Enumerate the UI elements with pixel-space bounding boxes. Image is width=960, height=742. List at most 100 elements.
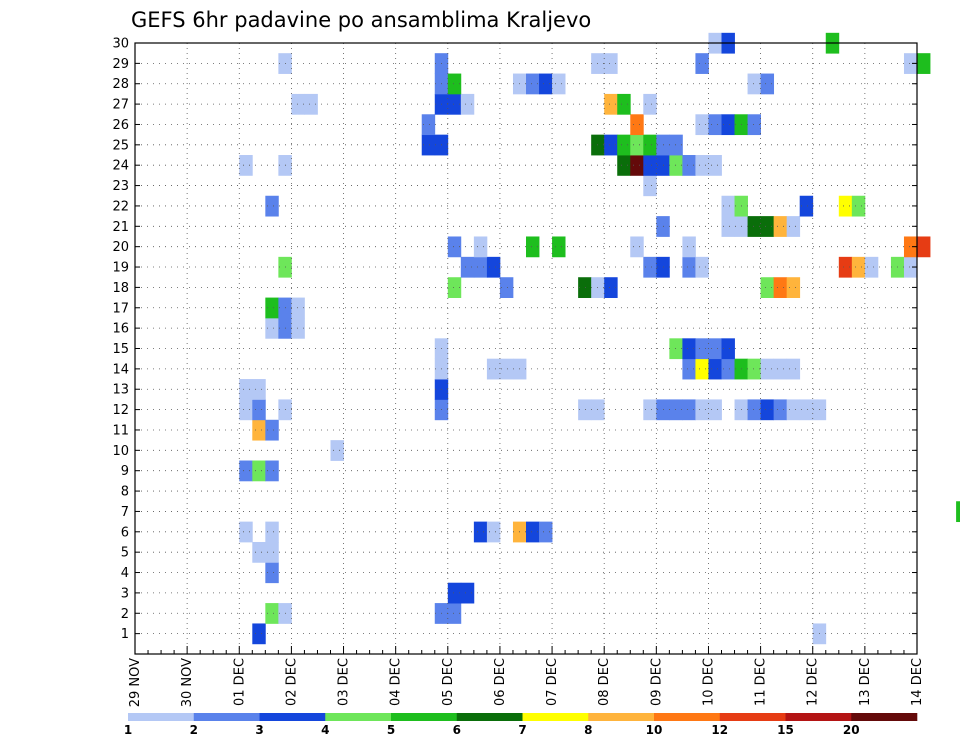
heatmap-cell — [447, 93, 462, 115]
heatmap-cell — [252, 541, 266, 563]
heatmap-cell — [252, 419, 266, 441]
heatmap-cell — [903, 256, 918, 278]
colorbar: 1 2 3 4 5 6 7 8 10 12 15 20 — [124, 713, 918, 737]
colorbar-swatch — [654, 713, 721, 721]
y-tick-label: 12 — [112, 403, 129, 418]
heatmap-cell — [708, 114, 722, 136]
colorbar-swatch — [259, 713, 326, 721]
heatmap-cell — [460, 93, 475, 115]
heatmap-cell — [304, 93, 318, 115]
heatmap-cell — [473, 256, 488, 278]
heatmap-cell — [695, 256, 709, 278]
heatmap-cell — [917, 236, 931, 258]
colorbar-label: 7 — [518, 723, 526, 737]
y-tick-label: 20 — [112, 240, 129, 255]
heatmap-cell — [773, 277, 788, 298]
heatmap-cell — [760, 358, 775, 380]
heatmap-cell — [786, 216, 801, 237]
heatmap-cell — [421, 134, 436, 156]
heatmap-cell — [630, 155, 644, 176]
heatmap-cell — [903, 236, 918, 258]
heatmap-cell — [747, 358, 761, 380]
heatmap-cell — [239, 399, 253, 421]
heatmap-cell — [747, 114, 761, 136]
heatmap-cell — [721, 216, 735, 237]
heatmap-cell — [643, 134, 657, 156]
colorbar-label: 15 — [777, 723, 794, 737]
y-tick-label: 22 — [112, 199, 129, 214]
heatmap-cell — [239, 460, 253, 482]
x-tick-label: 08 DEC — [597, 658, 612, 706]
heatmap-cell — [526, 236, 540, 258]
heatmap-cell — [630, 236, 644, 258]
heatmap-cell — [252, 623, 266, 645]
heatmap-cell — [721, 338, 735, 360]
colorbar-swatch — [128, 713, 195, 721]
heatmap-cell — [708, 399, 722, 421]
heatmap-cell — [617, 134, 631, 156]
heatmap-cell — [838, 195, 853, 217]
heatmap-cell — [682, 256, 696, 278]
heatmap-cell — [864, 256, 879, 278]
colorbar-label: 12 — [711, 723, 728, 737]
heatmap-cell — [617, 93, 631, 115]
colorbar-label: 2 — [190, 723, 198, 737]
heatmap-cell — [486, 521, 501, 543]
heatmap-cell — [786, 399, 801, 421]
heatmap-cell — [708, 358, 722, 380]
heatmap-cell — [695, 155, 709, 176]
heatmap-cell — [695, 53, 709, 74]
heatmap-cell — [291, 297, 305, 319]
heatmap-cell — [265, 562, 279, 584]
x-tick-label: 01 DEC — [232, 658, 247, 706]
x-tick-label: 07 DEC — [545, 658, 560, 706]
colorbar-label: 4 — [321, 723, 329, 737]
x-tick-label: 02 DEC — [284, 658, 299, 706]
heatmap-cell — [760, 277, 775, 298]
heatmap-cell — [643, 93, 657, 115]
colorbar-label: 20 — [843, 723, 860, 737]
heatmap-cell — [721, 114, 735, 136]
heatmap-cell — [669, 155, 683, 176]
heatmap-cell — [578, 277, 592, 298]
heatmap-cell — [760, 399, 775, 421]
x-tick-label: 12 DEC — [806, 658, 821, 706]
heatmap-cell — [643, 155, 657, 176]
y-tick-label: 19 — [112, 261, 129, 276]
heatmap-cell — [721, 195, 735, 217]
heatmap-cell — [747, 73, 761, 95]
heatmap-cell — [265, 460, 279, 482]
heatmap-cell — [239, 155, 253, 176]
heatmap-cell — [447, 277, 462, 298]
colorbar-swatch — [785, 713, 852, 721]
heatmap-cell — [265, 541, 279, 563]
heatmap-cell — [265, 195, 279, 217]
y-tick-label: 30 — [112, 37, 129, 52]
heatmap-cell — [252, 379, 266, 400]
heatmap-cell — [291, 93, 305, 115]
heatmap-cell — [643, 175, 657, 197]
colorbar-swatch — [719, 713, 786, 721]
heatmap-cell — [539, 521, 553, 543]
x-tick-label: 13 DEC — [858, 658, 873, 706]
y-tick-label: 14 — [112, 362, 129, 377]
y-tick-label: 6 — [121, 525, 129, 540]
colorbar-swatch — [588, 713, 655, 721]
heatmap-cell — [239, 379, 253, 400]
colorbar-label: 6 — [453, 723, 461, 737]
x-tick-label: 14 DEC — [910, 658, 925, 706]
heatmap-cell — [265, 521, 279, 543]
x-tick-label: 29 NOV — [128, 658, 143, 707]
heatmap-cell — [695, 399, 709, 421]
y-tick-label: 27 — [112, 98, 129, 113]
heatmap-cell — [252, 399, 266, 421]
colorbar-label: 3 — [255, 723, 263, 737]
y-tick-label: 7 — [121, 505, 129, 520]
heatmap-cell — [239, 521, 253, 543]
y-tick-label: 1 — [121, 627, 129, 642]
y-tick-label: 5 — [121, 546, 129, 561]
heatmap-cell — [773, 358, 788, 380]
y-tick-label: 28 — [112, 77, 129, 92]
heatmap-cell — [552, 73, 566, 95]
y-axis: 1234567891011121314151617181920212223242… — [112, 37, 917, 642]
